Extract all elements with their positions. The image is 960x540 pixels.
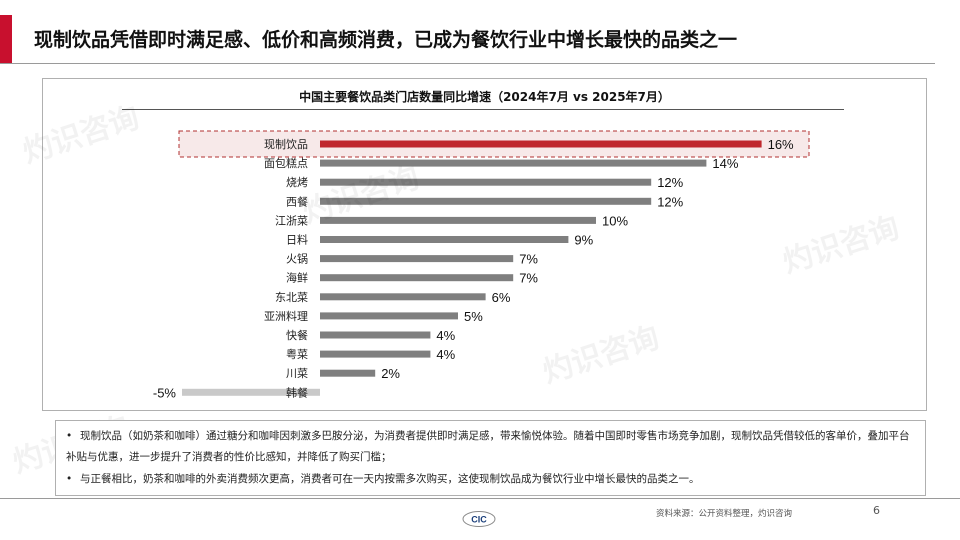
value-label: 6% <box>492 290 511 305</box>
source-note: 资料来源：公开资料整理，灼识咨询 <box>656 509 793 519</box>
category-label: 日料 <box>286 233 308 247</box>
category-label: 粤菜 <box>286 347 308 361</box>
bar-12 <box>320 369 376 377</box>
value-label: 14% <box>712 156 738 171</box>
page-number: 6 <box>873 504 880 517</box>
category-label: 韩餐 <box>286 385 308 399</box>
category-label: 亚洲料理 <box>264 309 308 323</box>
chart-panel: 中国主要餐饮品类门店数量同比增速（2024年7月 vs 2025年7月） 现制饮… <box>42 78 927 411</box>
page-title: 现制饮品凭借即时满足感、低价和高频消费，已成为餐饮行业中增长最快的品类之一 <box>34 29 738 51</box>
value-label: 7% <box>519 252 538 267</box>
bar-2 <box>320 178 652 186</box>
bar-4 <box>320 216 596 224</box>
note-item: • 现制饮品（如奶茶和咖啡）通过糖分和咖啡因刺激多巴胺分泌，为消费者提供即时满足感… <box>66 430 910 463</box>
category-label: 快餐 <box>286 328 308 342</box>
bar-0 <box>320 140 762 148</box>
value-label: 4% <box>436 347 455 362</box>
chart-title: 中国主要餐饮品类门店数量同比增速（2024年7月 vs 2025年7月） <box>299 90 670 104</box>
title-divider <box>0 63 935 64</box>
value-label: -5% <box>153 385 177 400</box>
category-label: 烧烤 <box>286 175 308 189</box>
category-label: 海鲜 <box>286 271 308 285</box>
category-label: 面包糕点 <box>264 156 308 170</box>
bar-13 <box>182 388 320 396</box>
category-label: 江浙菜 <box>275 214 308 227</box>
bar-1 <box>320 159 707 167</box>
notes-panel: • 现制饮品（如奶茶和咖啡）通过糖分和咖啡因刺激多巴胺分泌，为消费者提供即时满足感… <box>55 420 926 496</box>
cic-logo: CIC <box>462 511 496 527</box>
bar-11 <box>320 350 431 358</box>
bar-7 <box>320 274 514 282</box>
cic-logo-text: CIC <box>471 515 487 525</box>
category-label: 火锅 <box>286 253 308 266</box>
value-label: 5% <box>464 309 483 324</box>
bar-8 <box>320 293 486 301</box>
note-text: 与正餐相比，奶茶和咖啡的外卖消费频次更高，消费者可在一天内按需多次购买，这使现制… <box>80 473 700 485</box>
bar-5 <box>320 236 569 243</box>
value-label: 4% <box>436 328 455 343</box>
value-label: 9% <box>574 233 593 248</box>
value-label: 7% <box>519 271 538 286</box>
category-label: 东北菜 <box>275 291 308 304</box>
category-label: 现制饮品 <box>264 138 308 151</box>
value-label: 12% <box>657 194 683 209</box>
chart-title-divider <box>122 109 844 110</box>
title-accent-bar <box>0 15 12 63</box>
bar-10 <box>320 331 431 339</box>
note-text: 现制饮品（如奶茶和咖啡）通过糖分和咖啡因刺激多巴胺分泌，为消费者提供即时满足感，… <box>66 430 910 463</box>
category-label: 西餐 <box>286 194 308 208</box>
value-label: 10% <box>602 213 628 228</box>
value-label: 12% <box>657 175 683 190</box>
category-label: 川菜 <box>286 367 308 380</box>
bar-9 <box>320 312 458 320</box>
note-item: • 与正餐相比，奶茶和咖啡的外卖消费频次更高，消费者可在一天内按需多次购买，这使现… <box>66 473 700 485</box>
bar-3 <box>320 197 652 205</box>
bar-chart: 现制饮品 16% 面包糕点 14% 烧烤 12% 西餐 12% 江浙菜 10% 日料 9% 火锅 7% 海鲜… <box>153 130 810 400</box>
value-label: 2% <box>381 366 400 381</box>
value-label: 16% <box>768 137 794 152</box>
footer-divider <box>0 498 960 499</box>
bar-6 <box>320 255 514 263</box>
